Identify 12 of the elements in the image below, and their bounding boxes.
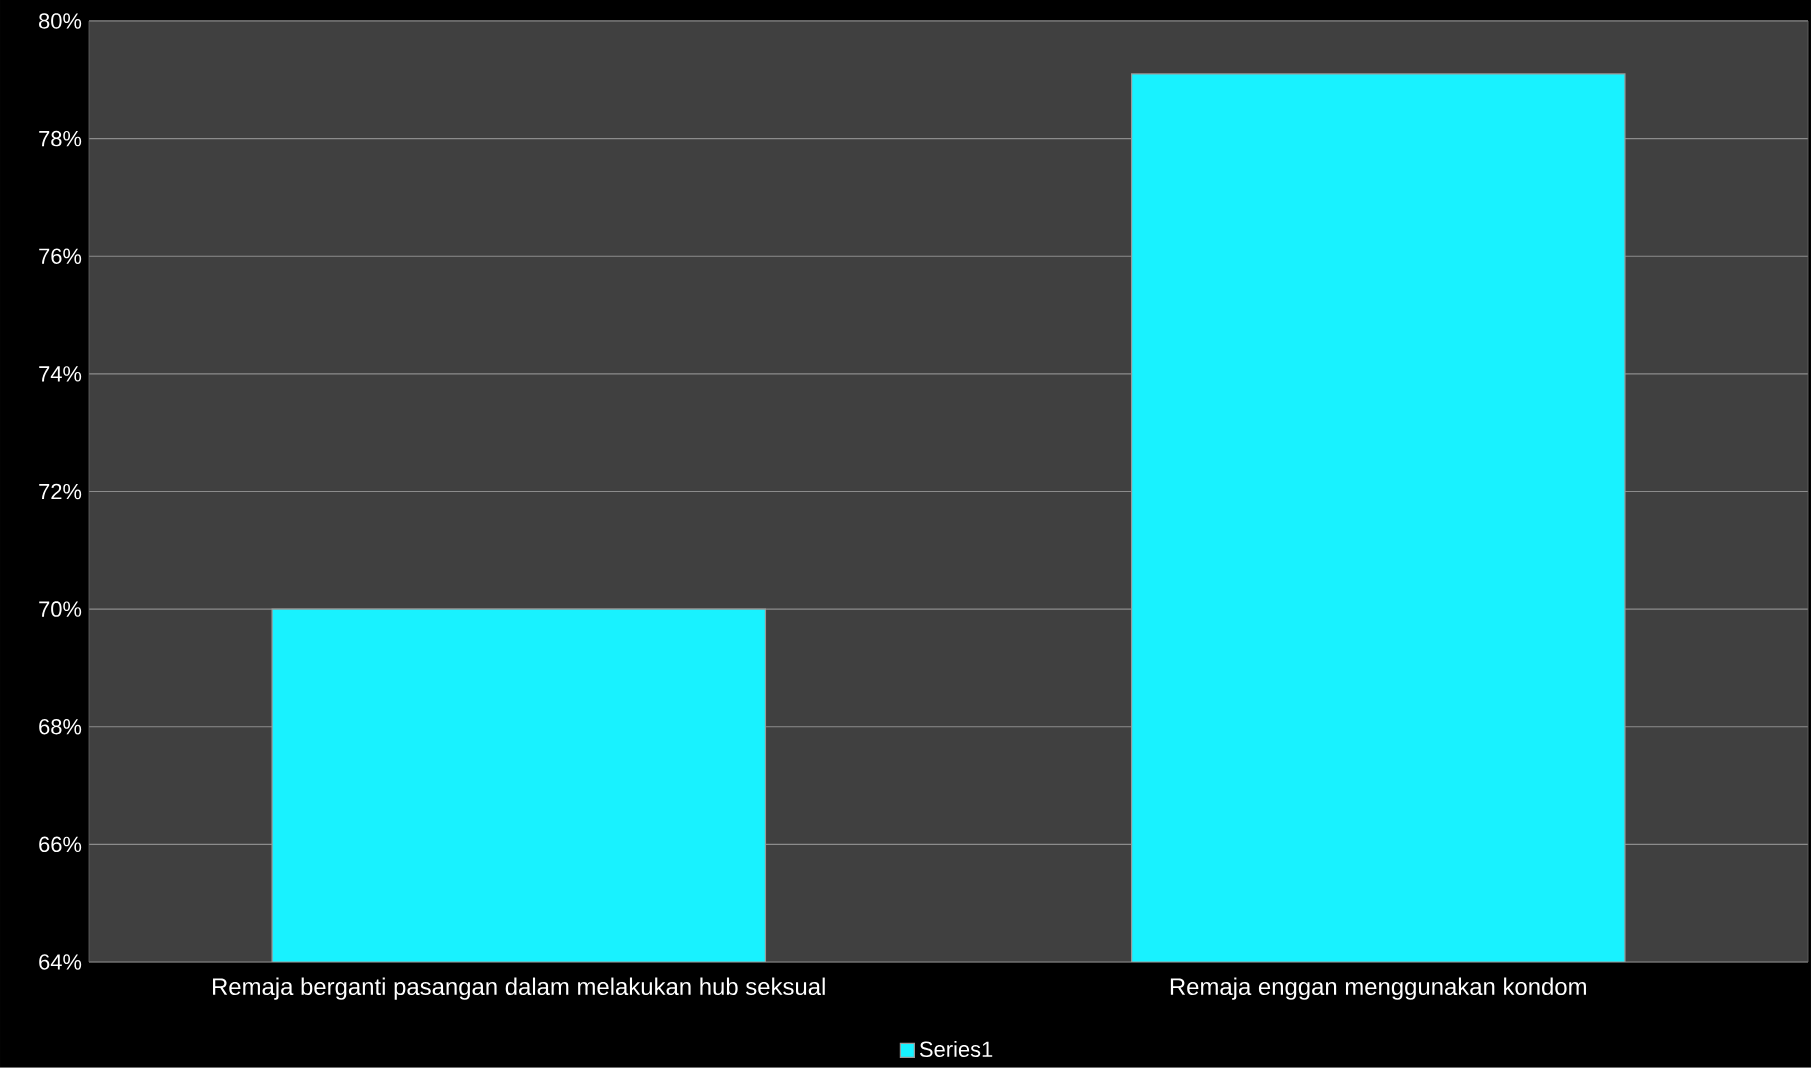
x-tick-label: Remaja enggan menggunakan kondom [1170, 977, 1586, 1000]
x-tick-label: Remaja berganti pasangan dalam melakukan hub seksual [213, 977, 825, 1000]
legend-label: Series1 [919, 1041, 993, 1058]
y-tick-label: 68% [39, 719, 82, 735]
y-tick-label: 76% [39, 248, 82, 265]
y-tick-label: 74% [39, 366, 82, 382]
y-tick-label: 78% [39, 130, 82, 147]
y-tick-label: 70% [39, 601, 82, 617]
y-tick-label: 80% [39, 13, 82, 29]
y-tick-label: 72% [39, 483, 82, 500]
y-tick-label: 66% [39, 836, 82, 853]
y-tick-label: 64% [39, 954, 82, 970]
